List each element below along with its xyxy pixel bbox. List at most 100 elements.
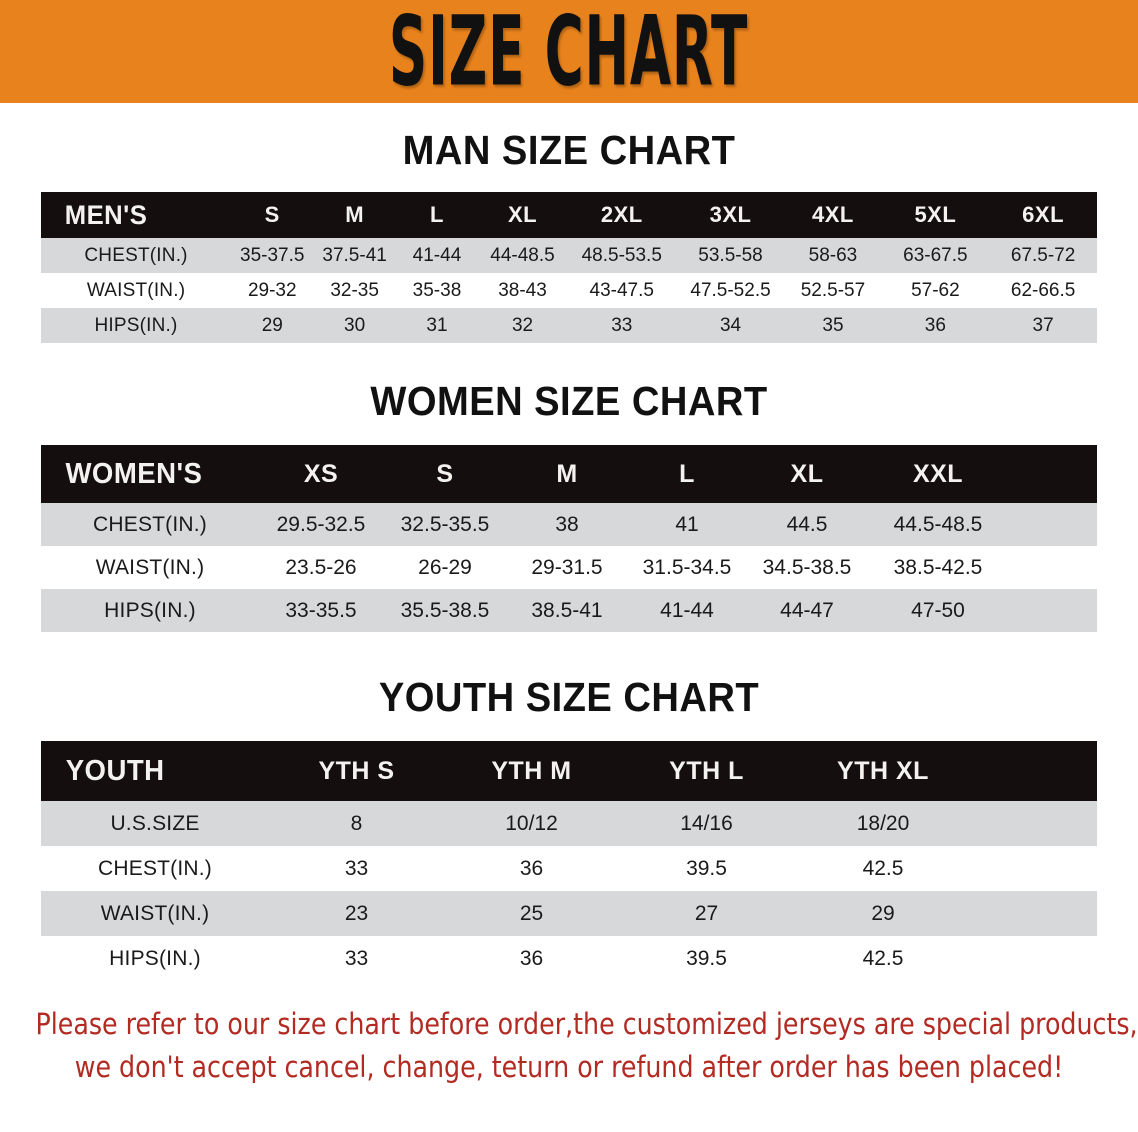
youth-waist-l: 27 (694, 901, 719, 925)
man-hips-s: 29 (261, 314, 283, 336)
women-waist-l: 31.5-34.5 (642, 555, 732, 579)
youth-col-header-s: YTH S (318, 756, 395, 785)
youth-col-header-l: YTH L (669, 756, 744, 785)
youth-ussize-s: 8 (350, 811, 363, 835)
table-row: U.S.SIZE 8 10/12 14/16 18/20 (41, 801, 1097, 846)
youth-chest-spacer (972, 846, 1097, 891)
youth-col-header-m: YTH M (491, 756, 572, 785)
women-size-table: WOMEN'S XS S M L XL XXL CHEST(IN.) 29.5-… (41, 445, 1097, 632)
youth-ussize-l: 14/16 (680, 811, 733, 835)
women-hips-spacer (1009, 589, 1097, 632)
man-col-header-6xl: 6XL (1022, 202, 1065, 227)
man-size-table: MEN'S S M L XL 2XL 3XL 4XL 5XL 6XL CHEST… (41, 192, 1097, 343)
man-waist-2xl: 43-47.5 (589, 279, 654, 301)
women-chest-l: 41 (675, 512, 699, 536)
man-chest-3xl: 53.5-58 (698, 244, 763, 266)
youth-size-table: YOUTH YTH S YTH M YTH L YTH XL U.S.SIZE … (41, 741, 1097, 981)
man-waist-s: 29-32 (247, 279, 297, 301)
women-hips-xs: 33-35.5 (285, 598, 357, 622)
man-chest-2xl: 48.5-53.5 (581, 244, 662, 266)
man-waist-xl: 38-43 (498, 279, 547, 301)
women-waist-s: 26-29 (418, 555, 472, 579)
youth-chest-xl: 42.5 (862, 856, 904, 880)
man-row-label-hips: HIPS(IN.) (94, 314, 178, 336)
man-row-label-waist: WAIST(IN.) (86, 279, 186, 301)
youth-hips-xl: 42.5 (862, 946, 904, 970)
women-hips-xxl: 47-50 (911, 598, 965, 622)
page-title: SIZE CHART (389, 0, 749, 108)
man-col-header-5xl: 5XL (914, 202, 957, 227)
youth-row-label-chest: CHEST(IN.) (98, 856, 212, 880)
man-col-header-l: L (430, 202, 444, 227)
man-table-header-row: MEN'S S M L XL 2XL 3XL 4XL 5XL 6XL (41, 192, 1097, 238)
disclaimer-line-1: Please refer to our size chart before or… (35, 1007, 1138, 1041)
women-chest-xxl: 44.5-48.5 (893, 512, 983, 536)
table-row: HIPS(IN.) 29 30 31 32 33 34 35 36 37 (41, 308, 1097, 343)
women-col-header-l: L (679, 459, 695, 488)
women-chest-s: 32.5-35.5 (400, 512, 490, 536)
man-waist-l: 35-38 (412, 279, 462, 301)
women-chest-xl: 44.5 (786, 512, 828, 536)
youth-row-label-ussize: U.S.SIZE (110, 811, 200, 835)
youth-corner-label: YOUTH (65, 754, 165, 787)
man-hips-4xl: 35 (822, 314, 844, 336)
man-waist-m: 32-35 (330, 279, 379, 301)
women-waist-xxl: 38.5-42.5 (893, 555, 983, 579)
man-hips-2xl: 33 (611, 314, 633, 336)
man-chest-m: 37.5-41 (322, 244, 387, 266)
man-col-header-4xl: 4XL (812, 202, 854, 227)
table-row: CHEST(IN.) 29.5-32.5 32.5-35.5 38 41 44.… (41, 503, 1097, 546)
man-chest-4xl: 58-63 (808, 244, 858, 266)
table-row: WAIST(IN.) 23 25 27 29 (41, 891, 1097, 936)
women-col-header-s: S (436, 459, 454, 488)
disclaimer-line-2: we don't accept cancel, change, teturn o… (74, 1050, 1064, 1084)
youth-hips-s: 33 (344, 946, 369, 970)
youth-chest-l: 39.5 (686, 856, 727, 880)
women-hips-xl: 44-47 (780, 598, 834, 622)
youth-hips-m: 36 (519, 946, 544, 970)
man-hips-6xl: 37 (1032, 314, 1054, 336)
youth-ussize-xl: 18/20 (856, 811, 910, 835)
women-row-label-hips: HIPS(IN.) (104, 598, 196, 622)
women-waist-xs: 23.5-26 (285, 555, 357, 579)
youth-ussize-spacer (972, 801, 1097, 846)
man-col-header-m: M (345, 202, 365, 227)
women-col-header-xs: XS (303, 459, 339, 488)
page-banner: SIZE CHART (0, 0, 1138, 103)
women-chest-m: 38 (555, 512, 579, 536)
women-corner-label: WOMEN'S (65, 457, 203, 490)
man-hips-m: 30 (344, 314, 366, 336)
women-waist-spacer (1009, 546, 1097, 589)
youth-table-header-row: YOUTH YTH S YTH M YTH L YTH XL (41, 741, 1097, 801)
man-waist-3xl: 47.5-52.5 (690, 279, 771, 301)
youth-ussize-m: 10/12 (505, 811, 558, 835)
disclaimer-text: Please refer to our size chart before or… (35, 1003, 1138, 1089)
man-waist-5xl: 57-62 (911, 279, 960, 301)
table-row: CHEST(IN.) 35-37.5 37.5-41 41-44 44-48.5… (41, 238, 1097, 273)
women-col-spacer (1009, 445, 1097, 503)
youth-hips-l: 39.5 (686, 946, 727, 970)
women-row-label-waist: WAIST(IN.) (95, 555, 205, 579)
man-hips-5xl: 36 (924, 314, 946, 336)
women-waist-m: 29-31.5 (531, 555, 603, 579)
women-hips-s: 35.5-38.5 (400, 598, 490, 622)
man-waist-6xl: 62-66.5 (1010, 279, 1076, 301)
table-row: HIPS(IN.) 33-35.5 35.5-38.5 38.5-41 41-4… (41, 589, 1097, 632)
man-hips-3xl: 34 (719, 314, 742, 336)
women-waist-xl: 34.5-38.5 (762, 555, 852, 579)
youth-hips-spacer (972, 936, 1097, 981)
women-col-header-xxl: XXL (912, 459, 964, 488)
women-chest-spacer (1009, 503, 1097, 546)
table-row: HIPS(IN.) 33 36 39.5 42.5 (41, 936, 1097, 981)
table-row: WAIST(IN.) 29-32 32-35 35-38 38-43 43-47… (41, 273, 1097, 308)
youth-section-title: YOUTH SIZE CHART (378, 674, 760, 720)
man-row-label-chest: CHEST(IN.) (84, 244, 188, 266)
man-chest-s: 35-37.5 (240, 244, 305, 266)
man-col-header-xl: XL (507, 202, 538, 227)
table-row: CHEST(IN.) 33 36 39.5 42.5 (41, 846, 1097, 891)
youth-row-label-hips: HIPS(IN.) (109, 946, 201, 970)
youth-waist-xl: 29 (871, 901, 895, 925)
youth-col-spacer (972, 741, 1097, 801)
women-hips-m: 38.5-41 (531, 598, 603, 622)
